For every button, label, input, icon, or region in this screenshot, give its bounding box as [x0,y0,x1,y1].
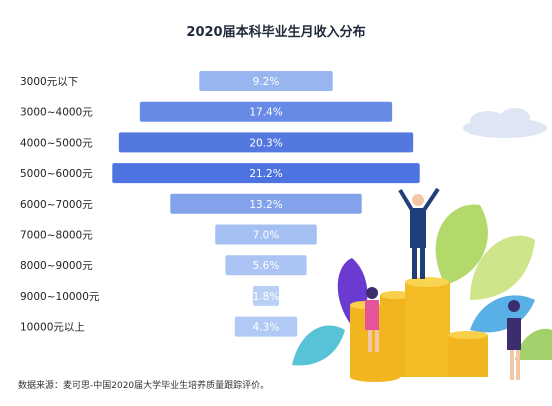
bar [225,255,307,276]
category-label: 5000~6000元 [20,168,93,180]
bar [252,285,280,306]
person-icon [398,187,440,279]
category-label: 3000元以下 [20,76,78,88]
data-label: 21.2% [249,168,282,180]
bar [112,163,420,184]
category-label: 4000~5000元 [20,137,93,149]
category-label: 3000~4000元 [20,107,93,119]
person-icon [507,300,521,380]
leaf-icon [292,204,552,366]
bar [118,132,414,153]
source-note: 数据来源：麦可思-中国2020届大学毕业生培养质量跟踪评价。 [18,381,270,391]
bar [199,71,333,91]
data-label: 20.3% [249,137,282,149]
bar [139,101,393,122]
bar [170,193,362,214]
bar [234,316,298,337]
bar [215,224,317,245]
data-label: 9.2% [253,76,280,88]
data-label: 13.2% [249,199,282,211]
cloud-icon [463,108,547,138]
category-label: 7000~8000元 [20,230,93,242]
category-label: 10000元以上 [20,322,85,334]
data-label: 5.6% [253,260,280,272]
chart-title: 2020届本科毕业生月收入分布 [186,25,366,40]
category-label: 9000~10000元 [20,291,100,303]
data-label: 7.0% [253,230,280,242]
category-label: 8000~9000元 [20,260,93,272]
data-label: 4.3% [253,322,280,334]
person-icon [365,287,379,352]
data-label: 1.8% [253,291,280,303]
illustration [292,108,552,382]
category-label: 6000~7000元 [20,199,93,211]
data-label: 17.4% [249,107,282,119]
